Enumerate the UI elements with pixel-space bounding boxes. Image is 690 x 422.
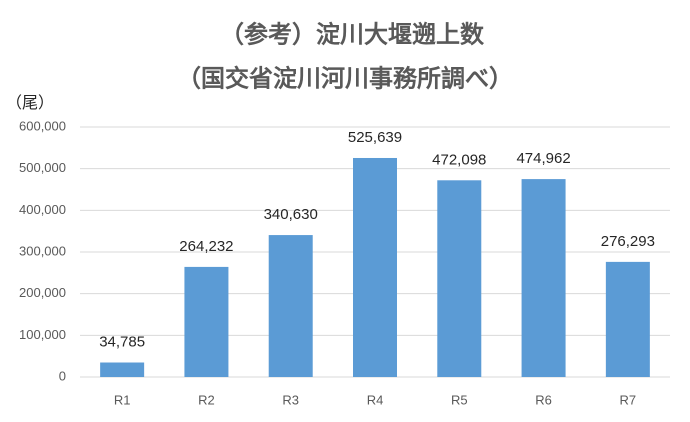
x-tick-label: R1 — [114, 392, 131, 407]
y-tick-label: 600,000 — [19, 118, 66, 133]
bar — [184, 266, 229, 377]
x-tick-label: R3 — [282, 392, 299, 407]
value-label: 474,962 — [516, 150, 570, 167]
value-label: 34,785 — [99, 333, 145, 350]
x-tick-label: R7 — [620, 392, 637, 407]
x-tick-label: R5 — [451, 392, 468, 407]
y-tick-label: 500,000 — [19, 160, 66, 175]
x-tick-label: R4 — [367, 392, 384, 407]
y-axis-label: （尾） — [6, 94, 54, 112]
bar — [605, 261, 650, 377]
value-label: 276,293 — [601, 233, 655, 250]
x-tick-label: R6 — [535, 392, 552, 407]
y-tick-label: 100,000 — [19, 327, 66, 342]
bar — [521, 179, 566, 377]
bar — [100, 362, 145, 377]
bar — [268, 235, 313, 377]
y-tick-label: 0 — [59, 368, 66, 383]
y-tick-label: 300,000 — [19, 243, 66, 258]
bar — [437, 180, 482, 377]
value-label: 340,630 — [264, 206, 318, 223]
bar — [353, 157, 397, 377]
value-label: 472,098 — [432, 151, 486, 168]
value-label: 264,232 — [179, 238, 233, 255]
y-tick-label: 200,000 — [19, 285, 66, 300]
value-label: 525,639 — [348, 129, 402, 146]
y-tick-label: 400,000 — [19, 202, 66, 217]
chart-title: （参考）淀川大堰遡上数 — [220, 20, 485, 48]
chart-subtitle: （国交省淀川河川事務所調べ） — [177, 64, 513, 92]
x-tick-label: R2 — [198, 392, 215, 407]
